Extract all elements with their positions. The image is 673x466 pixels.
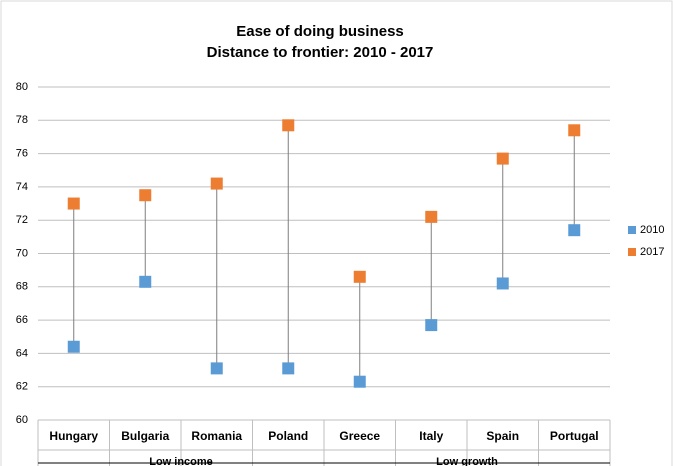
marker (425, 210, 438, 223)
y-tick-label: 62 (16, 381, 28, 393)
marker (282, 362, 295, 375)
marker (353, 375, 366, 388)
marker (210, 362, 223, 375)
legend-swatch (628, 248, 636, 256)
x-tick-label: Italy (419, 429, 443, 443)
chart-title: Ease of doing business (236, 23, 404, 40)
marker (353, 270, 366, 283)
y-tick-label: 76 (16, 148, 28, 160)
y-tick-label: 72 (16, 214, 28, 226)
legend-swatch (628, 226, 636, 234)
group-label: Low growth (436, 456, 498, 466)
x-tick-label: Greece (339, 429, 380, 443)
y-tick-label: 60 (16, 414, 28, 426)
marker (496, 277, 509, 290)
x-tick-label: Portugal (550, 429, 599, 443)
legend-label: 2017 (640, 246, 664, 258)
marker (139, 275, 152, 288)
x-tick-label: Spain (486, 429, 519, 443)
y-tick-label: 78 (16, 114, 28, 126)
marker (496, 152, 509, 165)
y-tick-label: 70 (16, 247, 28, 259)
x-tick-label: Hungary (49, 429, 98, 443)
chart-subtitle: Distance to frontier: 2010 - 2017 (207, 44, 434, 61)
y-tick-label: 68 (16, 281, 28, 293)
y-tick-label: 64 (16, 347, 28, 359)
marker (568, 124, 581, 137)
y-tick-label: 74 (16, 181, 28, 193)
x-tick-label: Romania (191, 429, 242, 443)
y-tick-label: 66 (16, 314, 28, 326)
marker (67, 197, 80, 210)
x-tick-label: Poland (268, 429, 308, 443)
legend-label: 2010 (640, 224, 664, 236)
marker (210, 177, 223, 190)
marker (568, 224, 581, 237)
marker (425, 319, 438, 332)
marker (139, 189, 152, 202)
x-tick-label: Bulgaria (121, 429, 169, 443)
marker (67, 340, 80, 353)
y-tick-label: 80 (16, 81, 28, 93)
group-label: Low income (149, 456, 213, 466)
marker (282, 119, 295, 132)
